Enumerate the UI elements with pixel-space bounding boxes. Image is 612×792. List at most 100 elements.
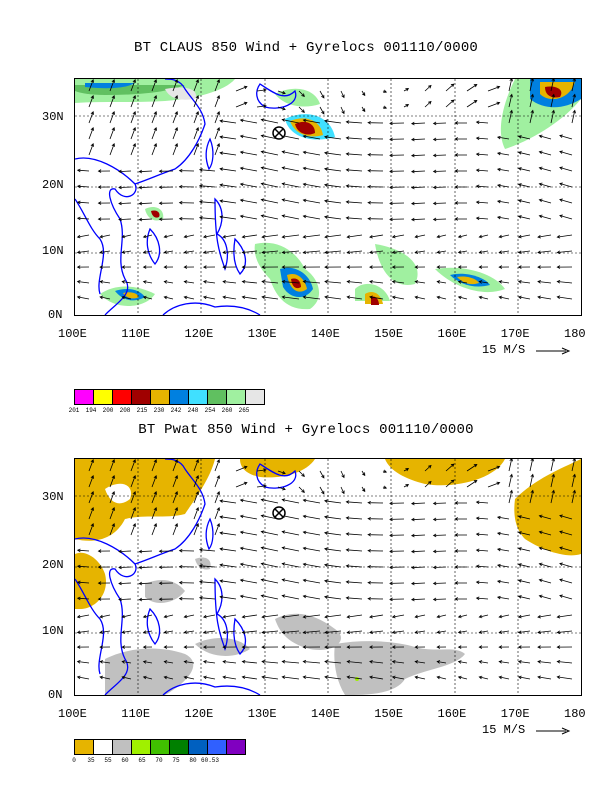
- wind-arrow-icon: [97, 597, 111, 601]
- wind-arrow-icon: [410, 549, 426, 554]
- wind-arrow-icon: [302, 118, 321, 124]
- wind-arrow-icon: [559, 166, 573, 172]
- wind-arrow-icon: [346, 250, 363, 255]
- x-axis-label: 180: [564, 327, 586, 341]
- colorbar-swatch: [207, 739, 227, 755]
- wind-arrow-icon: [382, 485, 388, 489]
- x-axis-label: 180: [564, 707, 586, 721]
- colorbar-tick-label: 230: [153, 407, 165, 414]
- wind-arrow-icon: [76, 580, 90, 585]
- wind-arrow-icon: [298, 486, 305, 493]
- panel1-ylabel-0n: 0N: [48, 308, 63, 322]
- wind-arrow-icon: [76, 630, 90, 634]
- wind-arrow-icon: [76, 675, 90, 680]
- wind-arrow-icon: [219, 167, 237, 172]
- wind-arrow-icon: [517, 215, 531, 220]
- wind-arrow-icon: [391, 234, 405, 239]
- wind-arrow-icon: [88, 523, 94, 536]
- wind-arrow-icon: [410, 169, 426, 174]
- wind-arrow-icon: [498, 234, 510, 239]
- wind-arrow-icon: [367, 580, 384, 585]
- wind-arrow-icon: [158, 581, 174, 586]
- wind-arrow-icon: [454, 217, 467, 221]
- wind-arrow-icon: [109, 79, 115, 92]
- wind-arrow-icon: [432, 597, 447, 602]
- wind-arrow-icon: [389, 137, 405, 142]
- wind-arrow-icon: [457, 614, 468, 619]
- wind-arrow-icon: [454, 533, 467, 537]
- wind-arrow-icon: [323, 183, 342, 188]
- wind-arrow-icon: [517, 280, 531, 284]
- wind-arrow-icon: [118, 581, 132, 586]
- wind-arrow-icon: [260, 530, 279, 536]
- colorbar-tick-label: 242: [170, 407, 182, 414]
- wind-arrow-icon: [151, 523, 157, 536]
- wind-arrow-icon: [151, 491, 157, 504]
- wind-arrow-icon: [529, 473, 534, 488]
- wind-arrow-icon: [445, 83, 455, 92]
- wind-arrow-icon: [130, 491, 136, 504]
- wind-arrow-icon: [517, 660, 531, 664]
- wind-arrow-icon: [118, 597, 132, 602]
- wind-arrow-icon: [529, 93, 534, 108]
- panel2-ylabel-20n: 20N: [42, 558, 64, 572]
- wind-arrow-icon: [256, 468, 267, 472]
- wind-arrow-icon: [302, 630, 321, 635]
- wind-arrow-icon: [178, 564, 195, 569]
- wind-arrow-icon: [76, 168, 90, 173]
- x-axis-label: 100E: [58, 707, 87, 721]
- colorbar-swatch: [93, 389, 113, 405]
- wind-arrow-icon: [241, 675, 258, 680]
- wind-arrow-icon: [538, 182, 552, 188]
- wind-arrow-icon: [302, 594, 321, 600]
- wind-arrow-icon: [559, 198, 573, 204]
- wind-arrow-icon: [487, 101, 501, 108]
- wind-arrow-icon: [99, 614, 111, 619]
- wind-arrow-icon: [389, 597, 405, 602]
- wind-arrow-icon: [158, 565, 174, 570]
- wind-arrow-icon: [454, 185, 467, 189]
- wind-arrow-icon: [76, 295, 90, 300]
- wind-arrow-icon: [260, 562, 279, 568]
- wind-arrow-icon: [193, 111, 199, 124]
- wind-arrow-icon: [198, 216, 216, 220]
- wind-arrow-icon: [97, 549, 111, 553]
- wind-arrow-icon: [537, 614, 552, 619]
- wind-arrow-icon: [118, 549, 132, 554]
- wind-arrow-icon: [130, 127, 136, 140]
- wind-arrow-icon: [389, 533, 405, 538]
- wind-arrow-icon: [281, 562, 300, 568]
- wind-arrow-icon: [403, 88, 410, 92]
- wind-arrow-icon: [260, 594, 279, 600]
- wind-arrow-icon: [517, 234, 531, 239]
- wind-arrow-icon: [457, 234, 468, 239]
- wind-arrow-icon: [324, 645, 342, 649]
- wind-arrow-icon: [302, 134, 321, 140]
- wind-arrow-icon: [498, 675, 510, 680]
- wind-arrow-icon: [508, 109, 513, 124]
- wind-arrow-icon: [302, 530, 321, 536]
- wind-arrow-icon: [556, 234, 573, 239]
- wind-arrow-icon: [537, 645, 552, 649]
- wind-arrow-icon: [498, 265, 510, 269]
- x-axis-label: 160E: [437, 707, 467, 721]
- wind-arrow-icon: [508, 489, 513, 504]
- wind-arrow-icon: [142, 630, 153, 634]
- wind-arrow-icon: [538, 530, 552, 536]
- wind-arrow-icon: [389, 549, 405, 554]
- wind-arrow-icon: [97, 169, 111, 173]
- wind-arrow-icon: [214, 111, 220, 124]
- wind-arrow-icon: [323, 563, 342, 568]
- wind-arrow-icon: [345, 532, 363, 536]
- wind-arrow-icon: [556, 614, 573, 619]
- wind-arrow-icon: [457, 630, 468, 634]
- wind-arrow-icon: [261, 295, 279, 300]
- wind-arrow-icon: [281, 118, 300, 124]
- wind-arrow-icon: [302, 659, 321, 664]
- wind-arrow-icon: [345, 500, 363, 504]
- wind-arrow-icon: [142, 614, 153, 619]
- wind-arrow-icon: [432, 517, 447, 522]
- wind-arrow-icon: [214, 127, 220, 140]
- wind-arrow-icon: [202, 660, 216, 664]
- wind-arrow-icon: [130, 111, 136, 124]
